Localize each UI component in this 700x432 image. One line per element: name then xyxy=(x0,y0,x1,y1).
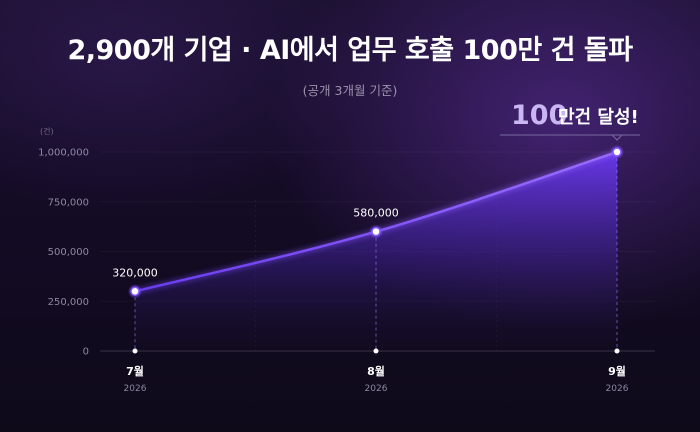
data-label: 580,000 xyxy=(353,207,399,220)
x-tick-dot xyxy=(373,348,379,354)
chart-subtitle: (공개 3개월 기준) xyxy=(302,83,398,98)
milestone-callout: 100 만건 달성! xyxy=(500,100,640,141)
x-tick-year: 2026 xyxy=(606,384,629,394)
x-tick-label: 7월 xyxy=(126,364,144,378)
x-tick-dot xyxy=(132,348,138,354)
callout-text: 만건 달성! xyxy=(558,107,639,128)
chart-title: 2,900개 기업 · AI에서 업무 호출 100만 건 돌파 xyxy=(67,35,633,66)
y-tick-label: 1,000,000 xyxy=(38,148,89,159)
y-tick-label: 250,000 xyxy=(48,297,89,308)
callout-number: 100 xyxy=(511,100,567,131)
data-point xyxy=(130,286,140,297)
data-point xyxy=(612,147,622,157)
x-tick-label: 9월 xyxy=(608,364,626,378)
x-tick-year: 2026 xyxy=(365,384,388,394)
x-tick-label: 8월 xyxy=(367,364,385,378)
x-tick-year: 2026 xyxy=(124,384,147,394)
y-axis-unit: (건) xyxy=(40,126,54,136)
y-tick-label: 750,000 xyxy=(48,197,89,208)
data-point xyxy=(371,226,381,237)
data-label: 320,000 xyxy=(112,266,158,279)
x-tick-dot xyxy=(614,348,620,354)
y-tick-label: 500,000 xyxy=(48,247,89,258)
y-tick-label: 0 xyxy=(83,347,89,358)
callout-pointer xyxy=(611,134,623,141)
